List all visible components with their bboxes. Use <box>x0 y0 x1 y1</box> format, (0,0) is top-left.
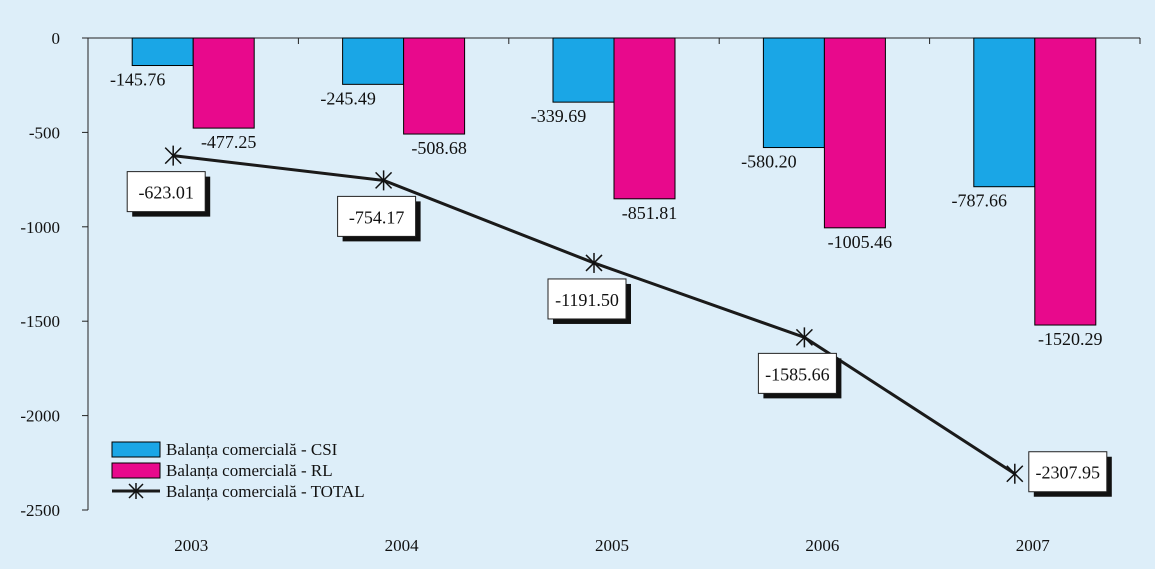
bar-csi <box>973 37 1036 188</box>
total-label-text: -1191.50 <box>555 290 619 310</box>
legend-item: Balanța comercială - TOTAL <box>112 482 365 501</box>
bar-rl <box>613 37 676 200</box>
total-label-box <box>757 352 837 394</box>
bar-rl <box>192 37 255 129</box>
total-labels: -623.01 -754.17 -1191.50 -1585.66 -2307.95 <box>126 171 1112 497</box>
x-tick-label: 2006 <box>805 536 839 555</box>
legend-item: Balanța comercială - CSI <box>111 440 338 459</box>
legend-label: Balanța comercială - RL <box>166 461 333 480</box>
y-tick-label: -2000 <box>20 407 60 426</box>
total-label: -1191.50 <box>547 278 631 324</box>
bar-csi <box>342 37 405 85</box>
total-label-box <box>547 278 627 320</box>
bar-csi <box>552 37 615 103</box>
data-label-csi: -145.76 <box>110 70 166 90</box>
total-marker <box>1006 463 1024 484</box>
y-tick-label: 0 <box>52 29 61 48</box>
x-tick-label: 2007 <box>1016 536 1051 555</box>
total-label-text: -2307.95 <box>1036 463 1101 483</box>
legend-swatch <box>112 483 160 499</box>
total-marker <box>585 252 603 273</box>
total-label: -623.01 <box>126 171 211 217</box>
data-label-csi: -580.20 <box>741 152 797 172</box>
data-label-rl: -1520.29 <box>1038 329 1103 349</box>
bar-rl <box>823 37 886 229</box>
total-marker <box>375 170 393 191</box>
total-label-text: -623.01 <box>138 183 194 203</box>
total-label-text: -754.17 <box>349 207 405 227</box>
data-label-rl: -851.81 <box>622 203 678 223</box>
total-marker <box>164 145 182 166</box>
y-tick-label: -500 <box>29 123 60 142</box>
total-label-box <box>1028 451 1108 493</box>
bar-csi <box>131 37 194 67</box>
legend-swatch <box>111 462 161 479</box>
data-label-csi: -245.49 <box>320 88 376 108</box>
legend-swatch <box>111 441 161 458</box>
x-tick-label: 2005 <box>595 536 629 555</box>
data-label-csi: -339.69 <box>531 106 587 126</box>
bars <box>131 37 1097 326</box>
legend-label: Balanța comercială - TOTAL <box>166 482 365 501</box>
bar-rl <box>1034 37 1097 326</box>
total-label-box <box>126 171 206 213</box>
data-label-rl: -508.68 <box>411 138 467 158</box>
total-line <box>164 145 1024 484</box>
y-tick-label: -1000 <box>20 218 60 237</box>
legend: Balanța comercială - CSI Balanța comercia… <box>111 440 365 501</box>
data-label-rl: -1005.46 <box>828 232 893 252</box>
legend-label: Balanța comercială - CSI <box>166 440 338 459</box>
total-label: -754.17 <box>337 195 421 242</box>
x-tick-label: 2003 <box>174 536 208 555</box>
bar-labels: -145.76 -477.25 -245.49 -508.68 -339.69 -851.… <box>110 70 1103 350</box>
legend-item: Balanța comercială - RL <box>111 461 333 480</box>
data-label-rl: -477.25 <box>201 132 257 152</box>
bar-csi <box>762 37 825 149</box>
x-tick-label: 2004 <box>385 536 420 555</box>
total-marker <box>795 327 813 348</box>
total-label-box <box>337 195 417 237</box>
total-label: -2307.95 <box>1028 451 1112 497</box>
data-label-csi: -787.66 <box>952 191 1008 211</box>
bar-rl <box>403 37 466 135</box>
total-label-text: -1585.66 <box>765 364 830 384</box>
y-tick-label: -1500 <box>20 312 60 331</box>
y-tick-label: -2500 <box>20 501 60 520</box>
axes: 0 -500 -1000 -1500 -2000 -2500 2003 2004 2005 200… <box>20 29 1141 555</box>
total-label: -1585.66 <box>757 352 842 399</box>
